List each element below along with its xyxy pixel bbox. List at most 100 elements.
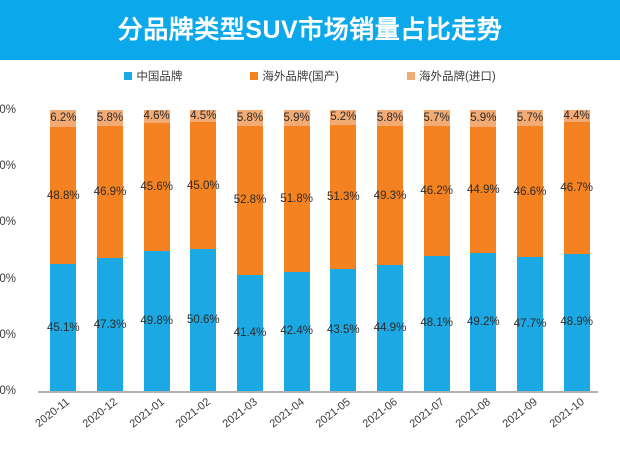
x-axis-tick-label: 2021-01 <box>127 396 167 431</box>
bar-column[interactable]: 44.9% 49.3% 5.8% <box>374 110 406 391</box>
bar-segment[interactable] <box>470 252 497 391</box>
bar-data-label: 4.4% <box>563 110 590 123</box>
bar-data-label: 44.9% <box>467 183 500 196</box>
bar-column[interactable]: 43.5% 51.3% 5.2% <box>327 110 360 391</box>
bar-data-label: 51.8% <box>280 193 313 206</box>
x-axis-tick-label: 2021-10 <box>547 396 587 431</box>
x-axis-tick-label: 2020-11 <box>33 396 73 430</box>
bar-data-label: 44.9% <box>373 321 407 334</box>
plot-area: 0% 20% 40% 60% 80% 100% 45.1% 48.8% 6.2% 47.3% 46.… <box>0 104 600 397</box>
bar-segment[interactable] <box>330 268 357 391</box>
title-banner: 分品牌类型SUV市场销量占比走势 <box>0 0 620 60</box>
bar-data-label: 46.6% <box>513 185 547 198</box>
bar-segment[interactable] <box>563 122 590 254</box>
bar-column[interactable]: 49.8% 45.6% 4.6% <box>140 110 173 391</box>
bar-segment[interactable] <box>377 264 403 391</box>
legend-item[interactable]: 海外品牌(进口) <box>407 68 496 84</box>
bar-segment[interactable] <box>423 110 450 127</box>
bar-segment[interactable] <box>470 126 497 253</box>
legend-item[interactable]: 中国品牌 <box>124 68 182 84</box>
bar-data-label: 43.5% <box>327 323 360 336</box>
x-axis-tick-label: 2021-04 <box>267 396 307 431</box>
bar-data-label: 42.4% <box>280 325 313 338</box>
bar-segment[interactable] <box>143 251 170 391</box>
bar-data-label: 48.8% <box>47 189 80 202</box>
bar-data-label: 46.7% <box>560 181 593 194</box>
bar-segment[interactable] <box>50 127 77 265</box>
bar-column[interactable]: 47.7% 46.6% 5.7% <box>514 110 546 391</box>
bar-column[interactable]: 50.6% 45.0% 4.5% <box>187 109 220 391</box>
bar-data-label: 49.3% <box>373 189 407 202</box>
bar-column[interactable]: 42.4% 51.8% 5.9% <box>280 109 313 391</box>
bar-segment[interactable] <box>143 110 170 123</box>
bar-data-label: 51.3% <box>327 190 360 203</box>
bar-segment[interactable] <box>237 110 263 127</box>
plot-wrapper: 0% 20% 40% 60% 80% 100% 45.1% 48.8% 6.2% 47.3% 46.… <box>0 96 620 465</box>
bar-segment[interactable] <box>190 109 217 123</box>
bar-segment[interactable] <box>97 258 123 391</box>
y-axis-tick-label: 40% <box>0 272 16 285</box>
bar-segment[interactable] <box>97 110 123 127</box>
bar-segment[interactable] <box>423 255 450 391</box>
bar-data-label: 46.9% <box>93 186 127 199</box>
square-swatch-icon <box>250 72 259 80</box>
bar-segment[interactable] <box>377 110 403 127</box>
bar-data-label: 5.7% <box>516 112 544 125</box>
bar-data-label: 5.8% <box>236 112 264 125</box>
bar-column[interactable]: 48.9% 46.7% 4.4% <box>560 110 593 391</box>
bar-data-label: 48.9% <box>560 316 593 329</box>
bar-segment[interactable] <box>517 110 543 127</box>
bar-data-label: 5.9% <box>470 112 497 125</box>
bar-data-label: 5.9% <box>283 112 310 125</box>
bar-data-label: 5.2% <box>330 111 357 124</box>
bar-segment[interactable] <box>563 253 590 391</box>
bar-column[interactable]: 48.1% 46.2% 5.7% <box>420 110 453 391</box>
bar-segment[interactable] <box>377 126 403 265</box>
bar-segment[interactable] <box>563 110 590 123</box>
bar-segment[interactable] <box>330 110 357 125</box>
bar-column[interactable]: 47.3% 46.9% 5.8% <box>94 110 126 391</box>
chart-legend: 中国品牌 海外品牌(国产) 海外品牌(进口) <box>0 64 620 88</box>
y-axis-tick-label: 60% <box>0 216 16 229</box>
bar-data-label: 45.6% <box>140 181 173 193</box>
bar-segment[interactable] <box>423 126 450 256</box>
bar-data-label: 48.1% <box>420 317 453 330</box>
bar-segment[interactable] <box>283 126 310 272</box>
page-title: 分品牌类型SUV市场销量占比走势 <box>117 15 503 44</box>
bar-data-label: 4.6% <box>143 110 170 123</box>
bar-segment[interactable] <box>143 122 170 252</box>
bar-segment[interactable] <box>50 264 77 391</box>
bar-data-label: 5.8% <box>96 112 124 125</box>
legend-item-label: 中国品牌 <box>136 71 183 83</box>
bar-data-label: 5.8% <box>376 112 404 125</box>
bar-segment[interactable] <box>97 126 123 259</box>
bar-data-label: 41.4% <box>233 326 267 339</box>
y-axis-tick-label: 20% <box>0 328 16 341</box>
x-axis-tick-label: 2021-05 <box>313 396 354 431</box>
bar-segment[interactable] <box>50 109 77 128</box>
bar-column[interactable]: 41.4% 52.8% 5.8% <box>234 110 266 391</box>
bar-segment[interactable] <box>330 124 357 269</box>
bar-data-label: 5.7% <box>423 112 450 125</box>
legend-item-label: 海外品牌(国产) <box>262 71 339 83</box>
bar-segment[interactable] <box>190 248 217 391</box>
y-axis-tick-label: 80% <box>0 160 16 173</box>
bar-data-label: 45.1% <box>47 321 80 334</box>
bar-data-label: 46.2% <box>420 184 453 197</box>
bar-segment[interactable] <box>237 126 263 275</box>
bar-segment[interactable] <box>237 274 263 391</box>
bar-segment[interactable] <box>283 271 310 391</box>
bar-data-label: 49.8% <box>140 315 173 328</box>
bar-segment[interactable] <box>190 122 217 249</box>
x-axis-tick-label: 2021-08 <box>453 396 494 431</box>
y-axis-tick-label: 100% <box>0 104 16 116</box>
bar-column[interactable]: 45.1% 48.8% 6.2% <box>47 109 80 391</box>
bar-column[interactable]: 49.2% 44.9% 5.9% <box>467 110 500 391</box>
bar-segment[interactable] <box>517 126 543 257</box>
bar-segment[interactable] <box>283 109 310 127</box>
bar-segment[interactable] <box>517 256 543 391</box>
legend-item[interactable]: 海外品牌(国产) <box>250 68 339 84</box>
bar-segment[interactable] <box>470 110 497 127</box>
y-axis-tick-label: 0% <box>0 385 16 397</box>
